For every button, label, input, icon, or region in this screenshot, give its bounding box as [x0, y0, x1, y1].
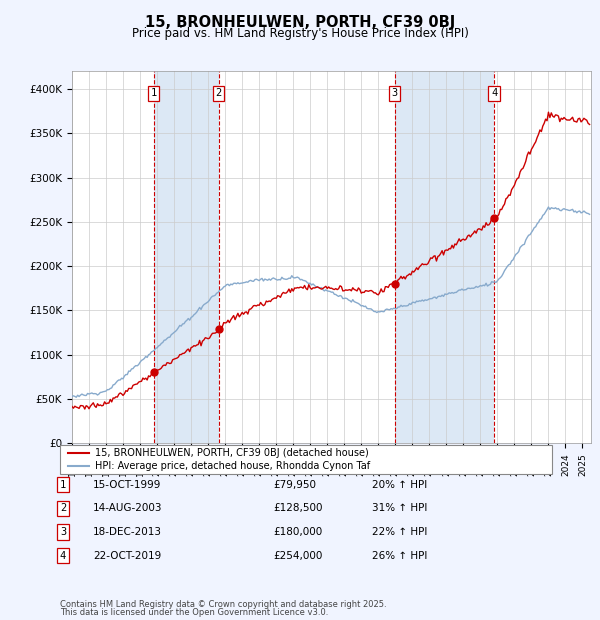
Text: £128,500: £128,500 — [273, 503, 323, 513]
Text: 26% ↑ HPI: 26% ↑ HPI — [372, 551, 427, 560]
Text: 2: 2 — [215, 89, 222, 99]
Text: £180,000: £180,000 — [273, 527, 322, 537]
Text: 15, BRONHEULWEN, PORTH, CF39 0BJ: 15, BRONHEULWEN, PORTH, CF39 0BJ — [145, 16, 455, 30]
Text: 14-AUG-2003: 14-AUG-2003 — [93, 503, 163, 513]
Text: Contains HM Land Registry data © Crown copyright and database right 2025.: Contains HM Land Registry data © Crown c… — [60, 600, 386, 609]
Text: 3: 3 — [392, 89, 398, 99]
Text: 1: 1 — [151, 89, 157, 99]
Text: £79,950: £79,950 — [273, 480, 316, 490]
Text: 22-OCT-2019: 22-OCT-2019 — [93, 551, 161, 560]
Text: 3: 3 — [60, 527, 66, 537]
Text: Price paid vs. HM Land Registry's House Price Index (HPI): Price paid vs. HM Land Registry's House … — [131, 27, 469, 40]
Text: 31% ↑ HPI: 31% ↑ HPI — [372, 503, 427, 513]
Text: 22% ↑ HPI: 22% ↑ HPI — [372, 527, 427, 537]
Text: 1: 1 — [60, 480, 66, 490]
Text: HPI: Average price, detached house, Rhondda Cynon Taf: HPI: Average price, detached house, Rhon… — [95, 461, 370, 471]
Text: 15-OCT-1999: 15-OCT-1999 — [93, 480, 161, 490]
Text: This data is licensed under the Open Government Licence v3.0.: This data is licensed under the Open Gov… — [60, 608, 328, 617]
Bar — [395, 71, 494, 443]
Text: 4: 4 — [491, 89, 497, 99]
Text: 18-DEC-2013: 18-DEC-2013 — [93, 527, 162, 537]
Bar — [154, 71, 218, 443]
Text: 20% ↑ HPI: 20% ↑ HPI — [372, 480, 427, 490]
Text: 2: 2 — [60, 503, 66, 513]
Text: 15, BRONHEULWEN, PORTH, CF39 0BJ (detached house): 15, BRONHEULWEN, PORTH, CF39 0BJ (detach… — [95, 448, 368, 458]
Text: 4: 4 — [60, 551, 66, 560]
Text: £254,000: £254,000 — [273, 551, 322, 560]
